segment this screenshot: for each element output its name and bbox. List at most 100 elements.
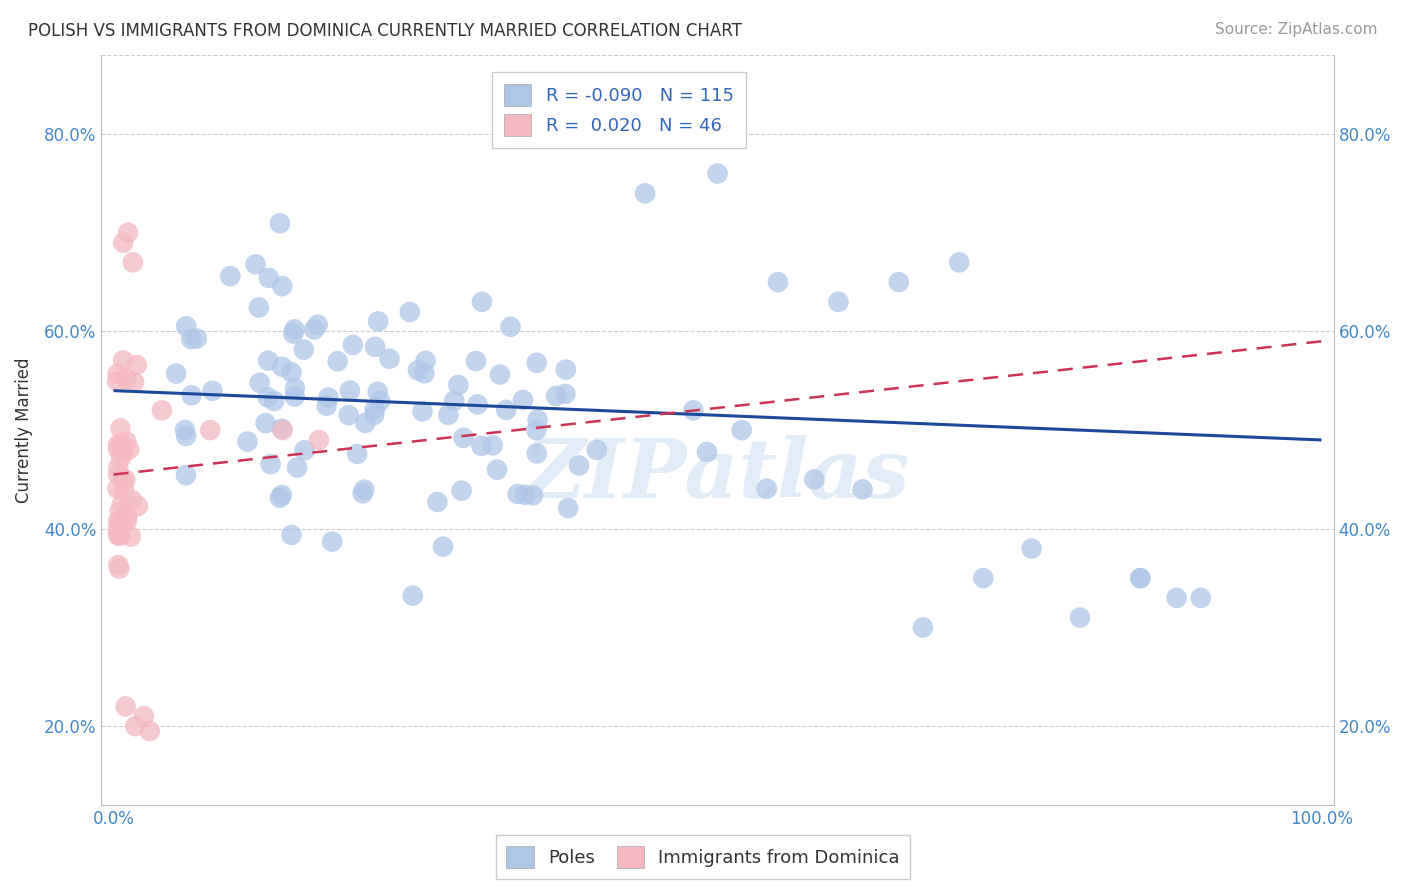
Point (412, 404, 434, 418)
Point (122, 255, 145, 269)
Point (150, 403, 173, 417)
Point (437, 408, 460, 422)
Point (413, 367, 436, 381)
Point (766, 275, 789, 289)
Point (368, 394, 391, 409)
Point (245, 257, 267, 271)
Point (1129, 571, 1152, 585)
Legend: R = -0.090   N = 115, R =  0.020   N = 46: R = -0.090 N = 115, R = 0.020 N = 46 (492, 71, 747, 148)
Point (284, 381, 307, 395)
Point (426, 495, 449, 509)
Point (307, 318, 329, 332)
Point (489, 368, 512, 382)
Point (432, 540, 454, 554)
Point (546, 389, 568, 403)
Point (107, 558, 129, 572)
Point (353, 483, 375, 497)
Point (132, 709, 155, 723)
Point (180, 332, 202, 346)
Point (107, 527, 129, 541)
Point (174, 319, 197, 334)
Point (364, 340, 387, 354)
Point (107, 482, 129, 496)
Point (554, 362, 576, 376)
Point (471, 294, 494, 309)
Point (115, 372, 138, 386)
Point (263, 394, 285, 409)
Point (285, 460, 308, 475)
Point (315, 399, 337, 413)
Point (107, 437, 129, 451)
Point (174, 468, 197, 483)
Point (114, 473, 136, 487)
Point (271, 279, 294, 293)
Point (585, 442, 607, 457)
Point (108, 562, 131, 576)
Point (269, 491, 291, 505)
Point (110, 528, 132, 542)
Point (526, 413, 548, 427)
Point (415, 354, 437, 368)
Point (107, 442, 129, 457)
Point (165, 367, 187, 381)
Point (271, 423, 294, 437)
Point (115, 513, 138, 527)
Point (110, 421, 132, 435)
Point (186, 332, 208, 346)
Point (112, 443, 135, 458)
Point (346, 447, 368, 461)
Point (682, 403, 704, 417)
Point (219, 269, 242, 284)
Text: Source: ZipAtlas.com: Source: ZipAtlas.com (1215, 22, 1378, 37)
Point (284, 390, 307, 404)
Point (269, 216, 291, 230)
Point (257, 271, 280, 285)
Point (201, 384, 224, 398)
Point (107, 367, 129, 381)
Point (1189, 591, 1212, 605)
Point (259, 457, 281, 471)
Point (124, 719, 146, 733)
Point (115, 508, 138, 523)
Point (398, 305, 420, 319)
Point (108, 505, 131, 519)
Point (174, 423, 197, 437)
Point (453, 431, 475, 445)
Point (110, 437, 132, 451)
Point (139, 724, 162, 739)
Point (972, 571, 994, 585)
Point (321, 534, 343, 549)
Point (118, 442, 141, 457)
Point (111, 472, 134, 486)
Point (339, 384, 361, 398)
Point (443, 393, 465, 408)
Point (911, 620, 934, 634)
Legend: Poles, Immigrants from Dominica: Poles, Immigrants from Dominica (496, 835, 910, 879)
Point (121, 493, 143, 508)
Y-axis label: Currently Married: Currently Married (15, 358, 32, 503)
Point (337, 408, 360, 422)
Point (117, 226, 139, 240)
Point (402, 589, 425, 603)
Point (283, 322, 305, 336)
Point (450, 483, 472, 498)
Point (110, 450, 132, 465)
Point (1129, 571, 1152, 585)
Point (110, 516, 132, 530)
Point (112, 353, 135, 368)
Point (112, 235, 135, 250)
Point (114, 699, 136, 714)
Point (363, 408, 385, 422)
Point (294, 443, 316, 458)
Point (526, 356, 548, 370)
Point (304, 322, 326, 336)
Point (107, 467, 129, 482)
Point (378, 351, 401, 366)
Point (486, 462, 509, 476)
Point (254, 416, 277, 430)
Point (283, 326, 305, 341)
Point (127, 499, 149, 513)
Point (851, 483, 873, 497)
Point (107, 460, 129, 475)
Point (249, 376, 271, 390)
